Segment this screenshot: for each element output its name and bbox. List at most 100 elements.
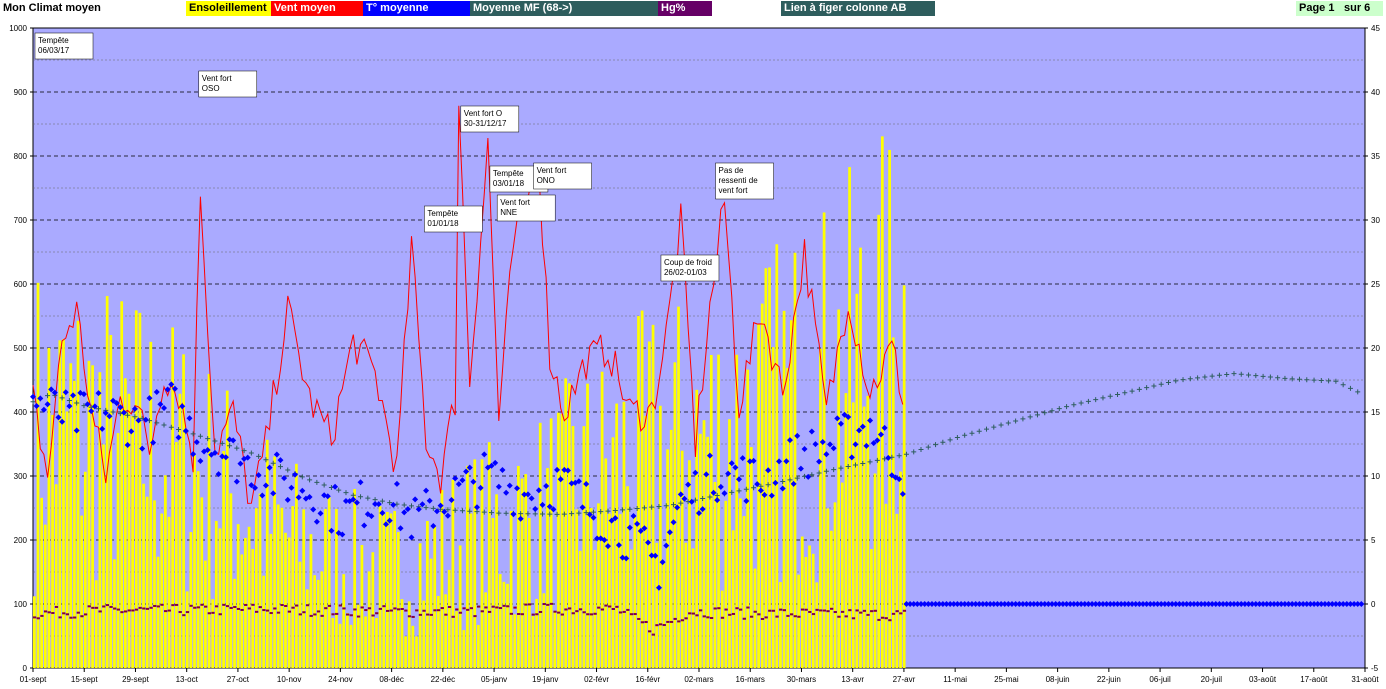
temperature-point (1165, 601, 1172, 607)
mf-average-point (1347, 385, 1353, 391)
humidity-mark (200, 603, 204, 606)
temperature-point (131, 405, 138, 412)
humidity-mark (706, 616, 710, 619)
mf-average-point (874, 457, 880, 463)
mf-average-point (845, 464, 851, 470)
sunshine-bar (618, 514, 622, 668)
temperature-point (1052, 601, 1059, 607)
mf-average-point (452, 507, 458, 513)
mf-average-point (969, 430, 975, 436)
sunshine-bar (553, 611, 557, 668)
sunshine-bar (69, 363, 73, 668)
temperature-point (805, 473, 812, 480)
temperature-point (1172, 601, 1179, 607)
mf-average-point (307, 477, 313, 483)
temperature-point (918, 601, 924, 607)
mf-average-point (1238, 371, 1244, 377)
mf-average-point (1100, 395, 1106, 401)
temperature-point (266, 464, 273, 471)
y-right-tick-label: 15 (1371, 408, 1380, 417)
mf-average-point (248, 450, 254, 456)
temperature-point (1256, 601, 1263, 607)
humidity-mark (338, 604, 342, 607)
humidity-mark (830, 607, 834, 610)
mf-average-point (540, 511, 546, 517)
temperature-point (743, 497, 750, 504)
humidity-mark (608, 605, 612, 608)
humidity-mark (313, 613, 317, 616)
humidity-mark (364, 609, 368, 612)
sunshine-bar (658, 405, 662, 668)
temperature-point (433, 508, 440, 515)
temperature-point (856, 427, 863, 434)
temperature-point (1351, 601, 1358, 607)
sunshine-bar (764, 268, 768, 668)
mf-average-point (576, 510, 582, 516)
sunshine-bar (691, 548, 695, 668)
mf-average-point (503, 510, 509, 516)
sunshine-bar (859, 247, 862, 668)
temperature-point (113, 400, 120, 407)
humidity-mark (873, 609, 877, 612)
sunshine-bar (597, 503, 600, 668)
temperature-point (353, 499, 360, 506)
mf-average-point (1355, 389, 1361, 395)
legend-mf-average[interactable]: Moyenne MF (68->) (470, 1, 658, 16)
sunshine-bar (498, 574, 502, 668)
humidity-mark (47, 611, 51, 614)
temperature-point (1056, 601, 1063, 607)
humidity-mark (305, 604, 310, 607)
sunshine-bar (604, 458, 608, 668)
temperature-point (1063, 601, 1070, 607)
temperature-point (1321, 601, 1328, 607)
humidity-mark (709, 616, 714, 619)
temperature-point (928, 601, 935, 607)
humidity-mark (65, 613, 70, 616)
humidity-mark (837, 615, 841, 618)
sunshine-bar (720, 590, 724, 668)
humidity-mark (284, 604, 288, 607)
temperature-point (299, 487, 306, 494)
annotation-text: 03/01/18 (493, 179, 525, 188)
y-right-tick-label: 45 (1371, 24, 1380, 33)
sunshine-bar (684, 542, 688, 668)
humidity-mark (658, 623, 663, 626)
freeze-column-link[interactable]: Lien à figer colonne AB (781, 1, 935, 16)
temperature-point (786, 437, 793, 444)
legend-sunshine[interactable]: Ensoleillement (186, 1, 271, 16)
legend-wind[interactable]: Vent moyen (271, 1, 363, 16)
temperature-point (575, 478, 582, 485)
sunshine-bar (185, 591, 189, 668)
humidity-mark (699, 609, 703, 612)
legend-temperature[interactable]: T° moyenne (363, 1, 470, 16)
humidity-mark (214, 605, 219, 608)
sunshine-bar (258, 493, 262, 668)
legend-hg[interactable]: Hg% (658, 1, 712, 16)
temperature-point (211, 449, 218, 456)
mf-average-point (241, 448, 247, 454)
temperature-point (1332, 601, 1339, 607)
sunshine-bar (36, 282, 40, 668)
humidity-mark (553, 610, 557, 613)
temperature-point (1074, 601, 1081, 607)
mf-average-point (365, 495, 371, 501)
humidity-mark (335, 612, 339, 615)
humidity-mark (295, 604, 299, 607)
temperature-point (954, 601, 961, 607)
mf-average-point (1136, 386, 1142, 392)
mf-average-point (1282, 375, 1288, 381)
temperature-point (794, 432, 801, 439)
mf-average-point (205, 436, 211, 442)
temperature-point (73, 427, 80, 434)
annotation-text: Vent fort (202, 74, 233, 83)
sunshine-bar (520, 478, 524, 668)
temperature-point (874, 437, 881, 444)
sunshine-bar (134, 310, 138, 668)
sunshine-bar (244, 537, 247, 668)
mf-average-point (81, 403, 87, 409)
temperature-point (1274, 601, 1281, 607)
humidity-mark (575, 610, 579, 613)
humidity-mark (185, 611, 190, 614)
temperature-point (1110, 601, 1117, 607)
humidity-mark (142, 607, 146, 610)
